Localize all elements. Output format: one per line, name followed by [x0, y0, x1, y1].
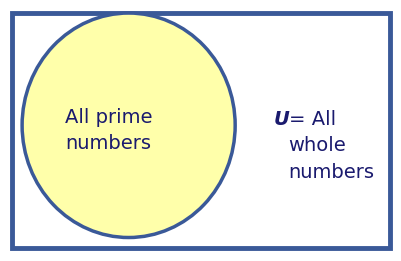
Text: U: U	[273, 110, 288, 129]
Ellipse shape	[22, 13, 235, 238]
Text: = All
whole
numbers: = All whole numbers	[288, 110, 374, 182]
Text: All prime
numbers: All prime numbers	[65, 108, 152, 153]
